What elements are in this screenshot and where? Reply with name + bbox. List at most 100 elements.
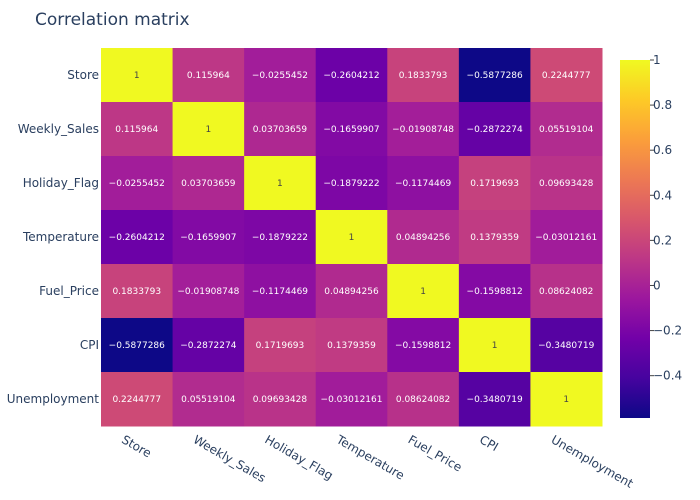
x-tick-label: Temperature <box>333 432 407 483</box>
colorbar-tick-label: −0.2 <box>653 324 682 338</box>
heatmap-cell <box>244 210 317 265</box>
x-tick-label: Weekly_Sales <box>191 432 268 485</box>
y-axis-tick-labels: Store Weekly_Sales Holiday_Flag Temperature… <box>7 68 100 406</box>
cell-value-label: 0.09693428 <box>539 179 594 189</box>
heatmap-cell <box>387 372 460 427</box>
heatmap-cell <box>530 102 603 157</box>
colorbar-tick-label: 0 <box>653 278 661 292</box>
cell-value-label: −0.01908748 <box>177 287 239 297</box>
cell-value-label: −0.1174469 <box>395 179 451 189</box>
colorbar-tick-label: 0.6 <box>653 143 672 157</box>
cell-value-label: −0.03012161 <box>535 233 597 243</box>
heatmap-cell <box>315 372 388 427</box>
heatmap-cell <box>458 156 531 211</box>
cell-value-label: 0.08624082 <box>396 395 450 405</box>
cell-value-label: −0.2872274 <box>180 341 236 351</box>
cell-value-label: −0.5877286 <box>109 341 165 351</box>
heatmap-cell-labels: 1 0.115964 −0.0255452 −0.2604212 0.1833793 −0… <box>109 71 598 405</box>
heatmap-cell <box>172 156 245 211</box>
cell-value-label: 0.1379359 <box>327 341 376 351</box>
cell-value-label: 0.04894256 <box>324 287 379 297</box>
cell-value-label: −0.3480719 <box>538 341 594 351</box>
y-tick-label: Temperature <box>22 230 99 244</box>
heatmap-cells <box>101 48 603 427</box>
cell-value-label: −0.03012161 <box>321 395 383 405</box>
cell-value-label: 0.05519104 <box>181 395 236 405</box>
cell-value-label: −0.2604212 <box>109 233 165 243</box>
cell-value-label: 0.1719693 <box>470 179 519 189</box>
y-tick-label: CPI <box>80 338 99 352</box>
cell-value-label: −0.1879222 <box>252 233 308 243</box>
x-axis-tick-labels: Store Weekly_SalesHoliday_FlagTemperature… <box>119 432 636 491</box>
x-tick-label: Unemployment <box>549 432 636 490</box>
cell-value-label: 1 <box>349 233 355 243</box>
cell-value-label: 0.03703659 <box>253 125 308 135</box>
cell-value-label: −0.1879222 <box>323 179 379 189</box>
heatmap-cell <box>244 372 317 427</box>
heatmap-cell <box>458 48 531 103</box>
heatmap-cell <box>530 210 603 265</box>
heatmap-cell <box>315 48 388 103</box>
cell-value-label: 0.09693428 <box>253 395 308 405</box>
cell-value-label: 1 <box>492 341 498 351</box>
heatmap-cell <box>101 156 174 211</box>
cell-value-label: 1 <box>134 71 140 81</box>
cell-value-label: −0.5877286 <box>467 71 523 81</box>
cell-value-label: −0.1174469 <box>252 287 308 297</box>
heatmap-cell <box>172 264 245 319</box>
heatmap-cell <box>387 264 460 319</box>
heatmap-cell <box>315 264 388 319</box>
y-tick-label: Unemployment <box>7 392 100 406</box>
heatmap-cell <box>530 372 603 427</box>
colorbar-tick-label: 1 <box>653 53 661 67</box>
heatmap-cell <box>172 318 245 373</box>
cell-value-label: 1 <box>420 287 426 297</box>
chart-title: Correlation matrix <box>35 10 190 30</box>
colorbar-tick-label: 0.8 <box>653 98 672 112</box>
cell-value-label: 0.1719693 <box>256 341 305 351</box>
heatmap-cell <box>387 210 460 265</box>
heatmap-cell <box>458 318 531 373</box>
heatmap-cell <box>387 318 460 373</box>
heatmap-cell <box>315 318 388 373</box>
heatmap-cell <box>387 48 460 103</box>
colorbar: 1 0.8 0.6 0.4 0.2 0 −0.2 −0.4 <box>620 53 682 418</box>
heatmap-cell <box>244 156 317 211</box>
heatmap-cell <box>387 156 460 211</box>
heatmap-cell <box>458 102 531 157</box>
y-tick-label: Store <box>67 68 99 82</box>
cell-value-label: 0.1379359 <box>470 233 519 243</box>
cell-value-label: 0.115964 <box>187 71 230 81</box>
cell-value-label: 0.115964 <box>115 125 158 135</box>
x-tick-label: Store <box>119 432 153 460</box>
heatmap-cell <box>101 318 174 373</box>
heatmap-cell <box>315 210 388 265</box>
heatmap-cell <box>101 372 174 427</box>
heatmap-cell <box>172 102 245 157</box>
cell-value-label: 0.2244777 <box>542 71 591 81</box>
cell-value-label: −0.0255452 <box>252 71 308 81</box>
y-tick-label: Weekly_Sales <box>18 122 99 136</box>
x-tick-label: Fuel_Price <box>406 432 465 474</box>
heatmap-cell <box>101 48 174 103</box>
heatmap-cell <box>458 210 531 265</box>
y-tick-label: Fuel_Price <box>39 284 99 298</box>
colorbar-tick-label: 0.4 <box>653 188 672 202</box>
heatmap-cell <box>530 318 603 373</box>
heatmap-cell <box>244 318 317 373</box>
cell-value-label: 0.2244777 <box>112 395 161 405</box>
heatmap-cell <box>172 210 245 265</box>
cell-value-label: 0.03703659 <box>181 179 236 189</box>
cell-value-label: −0.1598812 <box>395 341 451 351</box>
heatmap-cell <box>101 102 174 157</box>
heatmap-cell <box>101 264 174 319</box>
heatmap-cell <box>172 48 245 103</box>
y-tick-label: Holiday_Flag <box>23 176 99 190</box>
cell-value-label: 0.04894256 <box>396 233 451 243</box>
heatmap-cell <box>244 264 317 319</box>
heatmap-cell <box>530 156 603 211</box>
cell-value-label: 0.05519104 <box>539 125 594 135</box>
heatmap-cell <box>244 102 317 157</box>
heatmap-cell <box>315 102 388 157</box>
